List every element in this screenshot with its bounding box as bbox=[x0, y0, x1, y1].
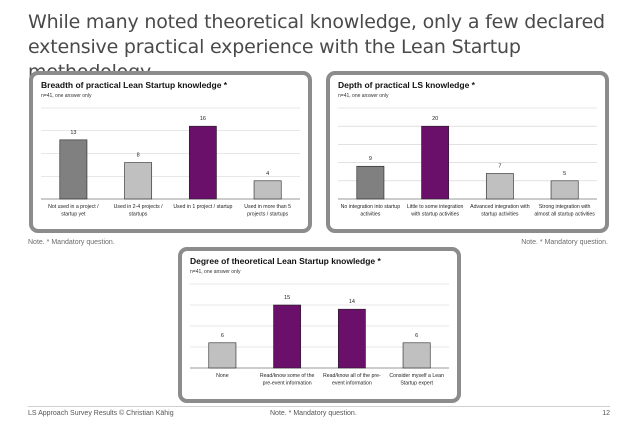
footer-source: LS Approach Survey Results © Christian K… bbox=[28, 410, 174, 417]
category-label: with startup activities bbox=[411, 212, 459, 218]
chart-subtitle: n=41, one answer only bbox=[190, 269, 241, 275]
note-bottom: Note. * Mandatory question. bbox=[270, 410, 357, 417]
category-label: Read/know some of the bbox=[260, 373, 315, 379]
bar bbox=[208, 342, 237, 369]
bar bbox=[356, 165, 385, 200]
data-label: 15 bbox=[284, 295, 290, 301]
theory-chart-panel: Degree of theoretical Lean Startup knowl… bbox=[178, 247, 461, 403]
chart-title: Depth of practical LS knowledge * bbox=[338, 80, 475, 90]
category-label: almost all startup activities bbox=[534, 212, 595, 218]
category-label: Used in 2-4 projects / bbox=[114, 204, 164, 210]
bar bbox=[421, 125, 450, 200]
data-label: 14 bbox=[349, 299, 355, 305]
category-label: event information bbox=[332, 381, 372, 387]
note-left: Note. * Mandatory question. bbox=[28, 239, 115, 246]
category-label: Used in more than 5 bbox=[244, 204, 291, 210]
breadth-chart: 13 Not used in a project / startup yet 8 Use… bbox=[41, 107, 300, 218]
chart-subtitle: n=41, one answer only bbox=[338, 93, 389, 99]
category-label: startup yet bbox=[61, 212, 86, 218]
bar bbox=[485, 173, 514, 200]
category-label: Read/know all of the pre- bbox=[323, 373, 381, 379]
category-label: Strong integration with bbox=[539, 204, 591, 210]
data-label: 13 bbox=[70, 130, 76, 136]
theory-chart: 6 None 15 Read/know some of the pre-event in… bbox=[190, 283, 449, 387]
category-label: startup activities bbox=[481, 212, 519, 218]
category-label: None bbox=[216, 373, 229, 379]
breadth-chart-panel: Breadth of practical Lean Startup knowle… bbox=[29, 71, 312, 233]
bar bbox=[124, 162, 153, 200]
bar bbox=[337, 308, 366, 369]
category-label: Startup expert bbox=[400, 381, 433, 387]
data-label: 8 bbox=[137, 153, 140, 159]
data-label: 20 bbox=[432, 116, 438, 122]
data-label: 7 bbox=[498, 164, 501, 170]
depth-chart-panel: Depth of practical LS knowledge * n=41, … bbox=[326, 71, 609, 233]
data-label: 4 bbox=[266, 171, 269, 177]
category-label: Not used in a project / bbox=[48, 204, 99, 210]
category-label: No integration into startup bbox=[341, 204, 401, 210]
bar bbox=[188, 125, 217, 200]
data-label: 6 bbox=[415, 333, 418, 339]
bar bbox=[59, 139, 88, 200]
category-label: Used in 1 project / startup bbox=[173, 204, 232, 210]
category-label: projects / startups bbox=[247, 212, 288, 218]
category-label: activities bbox=[360, 212, 380, 218]
data-label: 16 bbox=[200, 116, 206, 122]
category-label: pre-event information bbox=[263, 381, 312, 387]
chart-title: Degree of theoretical Lean Startup knowl… bbox=[190, 256, 381, 266]
category-label: Little to some integration bbox=[407, 204, 464, 210]
footer-divider bbox=[28, 406, 610, 407]
data-label: 5 bbox=[563, 171, 566, 177]
category-label: startups bbox=[129, 212, 148, 218]
data-label: 6 bbox=[221, 333, 224, 339]
bar bbox=[402, 342, 431, 369]
chart-title: Breadth of practical Lean Startup knowle… bbox=[41, 80, 228, 90]
depth-chart: 9 No integration into startup activities 20… bbox=[338, 107, 597, 218]
category-label: Advanced integration with bbox=[470, 204, 530, 210]
data-label: 9 bbox=[369, 156, 372, 162]
note-right: Note. * Mandatory question. bbox=[521, 239, 608, 246]
bar bbox=[550, 180, 579, 200]
category-label: Consider myself a Lean bbox=[389, 373, 444, 379]
page-number: 12 bbox=[602, 410, 610, 417]
bar bbox=[253, 180, 282, 200]
headline-line-1: While many noted theoretical knowledge, … bbox=[28, 11, 605, 33]
bar bbox=[273, 304, 302, 369]
chart-subtitle: n=41, one answer only bbox=[41, 93, 92, 99]
